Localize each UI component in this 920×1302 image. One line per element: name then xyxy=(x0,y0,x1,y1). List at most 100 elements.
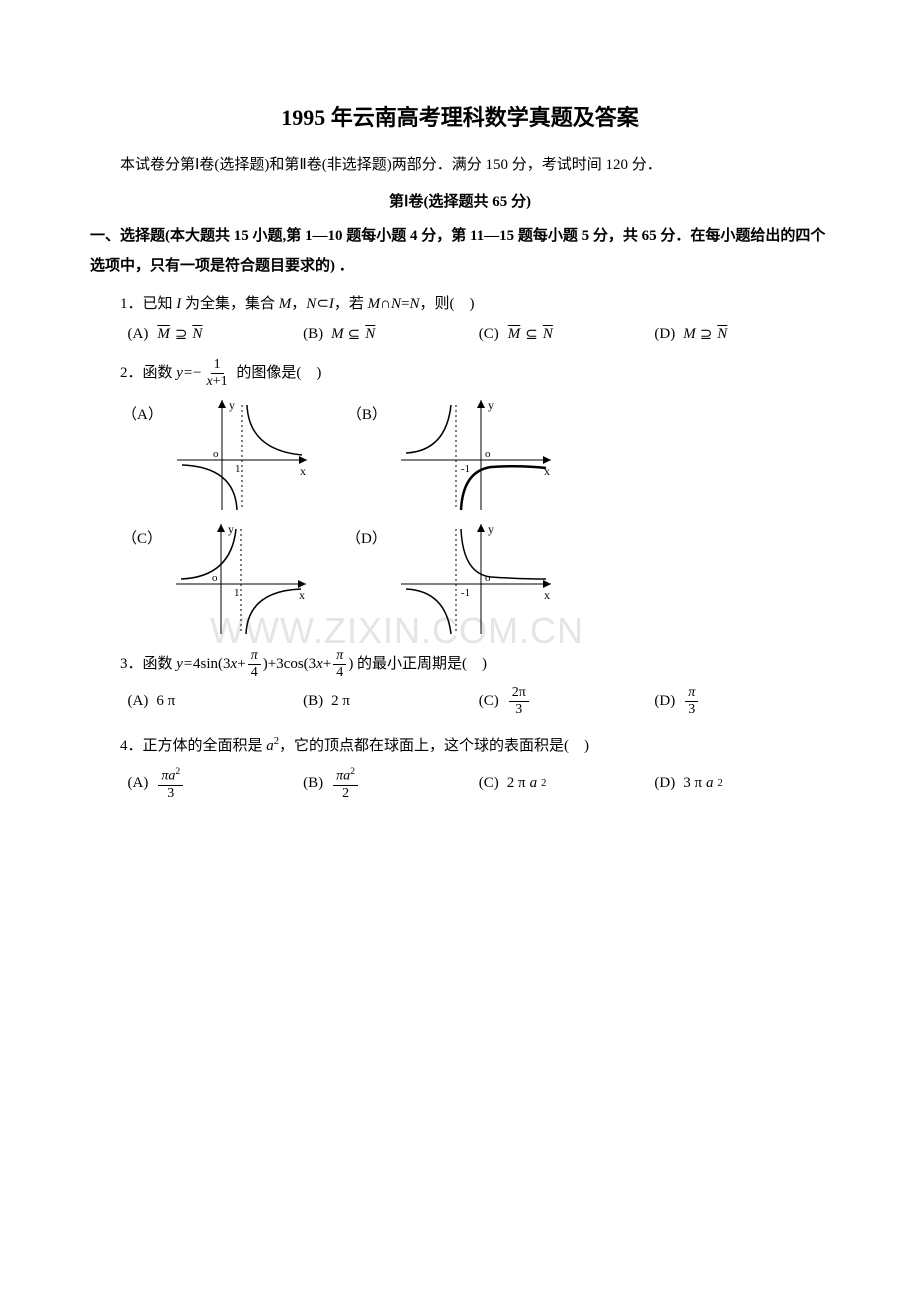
q1-option-d: (D) M ⊇ N xyxy=(654,325,830,344)
q3-option-c: (C) 2π3 xyxy=(479,686,655,717)
q2-pre: 2．函数 xyxy=(120,365,176,381)
graph-a-x: x xyxy=(300,464,306,478)
q3-b-lbl: (B) xyxy=(303,693,323,710)
q1-mid1: 为全集，集合 xyxy=(181,296,279,312)
q2-label-c: （C） xyxy=(122,527,162,548)
q4-c-a: a xyxy=(530,775,538,792)
q1-opt-d-M: M xyxy=(683,326,696,343)
question-4: 4．正方体的全面积是 a2，它的顶点都在球面上，这个球的表面积是( ) xyxy=(90,731,830,761)
q1-cap: ∩ xyxy=(380,296,391,312)
q4-pre: 4．正方体的全面积是 xyxy=(120,738,266,754)
q4-b-sq: 2 xyxy=(350,766,355,777)
q1-opt-b-N: N xyxy=(364,326,376,343)
q1-opt-c-rel: ⊆ xyxy=(525,325,538,344)
q1-M2: M xyxy=(368,296,381,312)
q2-label-b: （B） xyxy=(347,403,387,424)
q1-N3: N xyxy=(409,296,419,312)
q4-a-den: 3 xyxy=(164,786,177,801)
q1-opt-c-N: N xyxy=(542,326,554,343)
q4-mid: ，它的顶点都在球面上，这个球的表面积是( ) xyxy=(279,738,589,754)
graph-c-x: x xyxy=(299,588,305,602)
q3-c-frac: 2π3 xyxy=(509,686,529,717)
q3-d-frac: π3 xyxy=(685,686,698,717)
q1-opt-d-N: N xyxy=(716,326,728,343)
intro-text: 本试卷分第Ⅰ卷(选择题)和第Ⅱ卷(非选择题)两部分．满分 150 分，考试时间 … xyxy=(90,150,830,180)
q2-figure-row-1: （A） o 1 x y xyxy=(122,395,830,515)
q1-opt-b-label: (B) xyxy=(303,326,323,343)
q4-b-num: πa2 xyxy=(333,767,358,786)
q3-f1-den: 4 xyxy=(248,665,261,680)
q3-option-b: (B) 2 π xyxy=(303,693,479,710)
instructions: 一、选择题(本大题共 15 小题,第 1—10 题每小题 4 分，第 11—15… xyxy=(90,221,830,281)
q1-mid2: ，若 xyxy=(334,296,368,312)
q2-label-a: （A） xyxy=(122,403,163,424)
q2-num: 1 xyxy=(211,358,224,374)
q1-option-c: (C) M ⊆ N xyxy=(479,325,655,344)
q2-graph-a: （A） o 1 x y xyxy=(122,395,317,515)
q3-p1: + xyxy=(237,656,245,672)
q2-y: y= xyxy=(176,365,193,381)
q3-options: (A) 6 π (B) 2 π (C) 2π3 (D) π3 xyxy=(90,686,830,717)
q1-opt-b-rel: ⊆ xyxy=(348,325,361,344)
q4-option-d: (D) 3 πa2 xyxy=(654,775,830,792)
q3-frac2: π4 xyxy=(333,649,346,680)
q3-option-d: (D) π3 xyxy=(654,686,830,717)
q3-c-lbl: (C) xyxy=(479,693,499,710)
q1-option-a: (A) M ⊇ N xyxy=(128,325,304,344)
q3-f1-num: π xyxy=(248,649,261,665)
q1-opt-a-label: (A) xyxy=(128,326,149,343)
q4-a-num: πa2 xyxy=(158,767,183,786)
q4-c-lbl: (C) xyxy=(479,775,499,792)
q4-option-c: (C) 2 πa2 xyxy=(479,775,655,792)
q2-figure-row-2: （C） o 1 x y xyxy=(122,519,830,639)
q4-b-lbl: (B) xyxy=(303,775,323,792)
q1-M: M xyxy=(279,296,292,312)
graph-b-x: x xyxy=(544,464,550,478)
graph-a-svg: o 1 x y xyxy=(167,395,317,515)
q3-d-num: π xyxy=(685,686,698,702)
q1-pre: 1．已知 xyxy=(120,296,176,312)
q2-graph-b: （B） o -1 x y xyxy=(347,395,561,515)
graph-b-o: o xyxy=(485,448,491,460)
q4-a-sq: 2 xyxy=(175,766,180,777)
q1-opt-a-rel: ⊇ xyxy=(175,325,188,344)
q3-mid: )+3cos(3 xyxy=(263,656,316,672)
q3-p2: + xyxy=(323,656,331,672)
q3-c-num: 2π xyxy=(509,686,529,702)
section-1-header: 第Ⅰ卷(选择题共 65 分) xyxy=(90,190,830,211)
q1-opt-d-label: (D) xyxy=(654,326,675,343)
q2-label-d: （D） xyxy=(346,527,387,548)
q4-a-frac: πa2 3 xyxy=(158,767,183,801)
q3-f2-num: π xyxy=(333,649,346,665)
q2-figures: （A） o 1 x y xyxy=(90,395,830,639)
q3-f2-den: 4 xyxy=(333,665,346,680)
question-3: 3．函数 y=4sin(3x+π4)+3cos(3x+π4) 的最小正周期是( … xyxy=(90,649,830,680)
q1-subset: ⊂ xyxy=(316,296,329,312)
q4-d-a: a xyxy=(706,775,714,792)
q2-graph-c: （C） o 1 x y xyxy=(122,519,316,639)
q4-option-b: (B) πa2 2 xyxy=(303,767,479,801)
q4-options: (A) πa2 3 (B) πa2 2 (C) 2 πa2 (D) 3 πa2 xyxy=(90,767,830,801)
q1-opt-b-M: M xyxy=(331,326,344,343)
q4-d-sq: 2 xyxy=(718,778,723,789)
q3-x2: x xyxy=(316,656,323,672)
q2-den: x+1 xyxy=(204,374,231,389)
question-2: 2．函数 y=−1x+1 的图像是( ) xyxy=(90,358,830,389)
q4-d-txt: 3 π xyxy=(683,775,702,792)
graph-b-y: y xyxy=(488,398,494,412)
q4-option-a: (A) πa2 3 xyxy=(128,767,304,801)
q4-c-sq: 2 xyxy=(541,778,546,789)
q1-opt-c-label: (C) xyxy=(479,326,499,343)
q3-y: y= xyxy=(176,656,193,672)
graph-a-y: y xyxy=(229,398,235,412)
q1-N2: N xyxy=(391,296,401,312)
q1-opt-d-rel: ⊇ xyxy=(700,325,713,344)
q4-a: a xyxy=(266,738,274,754)
q1-option-b: (B) M ⊆ N xyxy=(303,325,479,344)
graph-c-1: 1 xyxy=(234,587,240,599)
q4-c-txt: 2 π xyxy=(507,775,526,792)
q4-a-lbl: (A) xyxy=(128,775,149,792)
q3-option-a: (A) 6 π xyxy=(128,693,304,710)
graph-b-svg: o -1 x y xyxy=(391,395,561,515)
q4-b-den: 2 xyxy=(339,786,352,801)
